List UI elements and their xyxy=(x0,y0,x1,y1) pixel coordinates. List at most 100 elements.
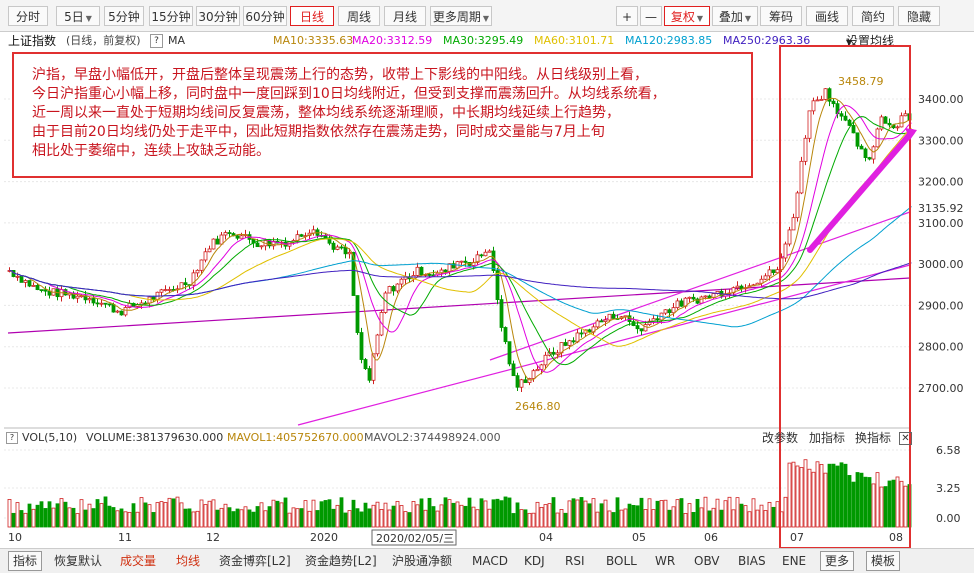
tab-wr[interactable]: WR xyxy=(655,554,676,568)
tab-weekly[interactable]: 周线 xyxy=(338,6,380,26)
tab-bias[interactable]: BIAS xyxy=(738,554,766,568)
volume-bar xyxy=(395,500,400,528)
adjust-rights-dropdown[interactable]: 复权 ▼ xyxy=(664,6,710,26)
tab-ene[interactable]: ENE xyxy=(782,554,807,568)
tab-monthly[interactable]: 月线 xyxy=(384,6,426,26)
volume-bar xyxy=(307,510,312,528)
candle-body xyxy=(863,148,868,158)
tab-daily[interactable]: 日线 xyxy=(290,6,334,26)
candle-body xyxy=(339,246,344,249)
price-axis: 3400.00 3300.00 3200.00 3135.92 3100.00 3000.… xyxy=(8,93,964,546)
tab-15min[interactable]: 15分钟 xyxy=(149,6,193,26)
trend-arrow xyxy=(807,129,915,253)
tab-ma[interactable]: 均线 xyxy=(176,554,201,568)
tab-indicator[interactable]: 指标 xyxy=(8,551,43,571)
indicator-tab-bar: 指标 恢复默认 成交量 均线 资金博弈[L2] 资金趋势[L2] 沪股通净额 M… xyxy=(0,548,974,573)
volume-bar xyxy=(391,505,396,528)
kline-chart[interactable]: 3400.00 3300.00 3200.00 3135.92 3100.00 3000.… xyxy=(0,0,974,548)
candle-body xyxy=(639,328,644,332)
price-tick-label: 3400.00 xyxy=(918,93,964,106)
candle-body xyxy=(611,313,616,319)
overlay-dropdown[interactable]: 叠加 ▼ xyxy=(712,6,758,26)
volume-bar xyxy=(599,503,604,528)
tab-5min[interactable]: 5分钟 xyxy=(104,6,144,26)
tab-template[interactable]: 模板 xyxy=(866,551,901,571)
tab-timeshare[interactable]: 分时 xyxy=(8,6,48,26)
candle-body xyxy=(259,245,264,248)
volume-bar xyxy=(95,499,100,528)
volume-bar xyxy=(619,509,624,528)
volume-bar xyxy=(359,511,364,528)
price-tick-label: 2800.00 xyxy=(918,341,964,354)
volume-bar xyxy=(735,497,740,528)
volume-bar xyxy=(311,499,316,528)
candle-body xyxy=(427,274,432,276)
tab-fund-game[interactable]: 资金博弈[L2] xyxy=(219,554,291,568)
close-icon[interactable]: ✕ xyxy=(899,432,912,445)
volume-bar xyxy=(139,497,144,528)
volume-bar xyxy=(291,507,296,528)
tab-macd[interactable]: MACD xyxy=(472,554,508,568)
volume-bar xyxy=(259,502,264,528)
volume-bar xyxy=(835,465,840,528)
volume-bar xyxy=(331,508,336,528)
tab-more-periods[interactable]: 更多周期 ▼ xyxy=(430,6,492,26)
chips-button[interactable]: 筹码 xyxy=(760,6,802,26)
ma-info-bar: 上证指数 (日线，前复权) ? MA MA10:3335.63 MA20:331… xyxy=(0,32,974,50)
volume-bar xyxy=(615,497,620,528)
candle-body xyxy=(111,304,116,313)
volume-bar xyxy=(631,505,636,528)
volume-bar xyxy=(103,496,108,528)
tab-volume[interactable]: 成交量 xyxy=(120,554,157,568)
volume-bar xyxy=(727,496,732,528)
tab-5day[interactable]: 5日 ▼ xyxy=(56,6,100,26)
volume-bar xyxy=(499,500,504,528)
volume-bar xyxy=(603,499,608,528)
candle-body xyxy=(819,99,824,101)
ma-settings-button[interactable]: 设置均线 ▼ xyxy=(846,32,894,52)
index-name: 上证指数 xyxy=(8,34,57,48)
draw-line-button[interactable]: 画线 xyxy=(806,6,848,26)
volume-bar xyxy=(11,512,16,528)
candle-body xyxy=(627,315,632,322)
zoom-out-button[interactable]: — xyxy=(640,6,662,26)
tab-restore-default[interactable]: 恢复默认 xyxy=(54,554,103,568)
help-icon[interactable]: ? xyxy=(6,432,18,444)
tab-60min[interactable]: 60分钟 xyxy=(243,6,287,26)
volume-bar xyxy=(447,499,452,528)
volume-bar xyxy=(379,509,384,528)
volume-bar xyxy=(527,512,532,528)
volume-bar xyxy=(439,504,444,528)
candle-body xyxy=(511,363,516,377)
tab-fund-trend[interactable]: 资金趋势[L2] xyxy=(305,554,377,568)
volume-bar xyxy=(851,481,856,528)
volume-bar xyxy=(163,502,168,528)
volume-bar xyxy=(187,508,192,528)
change-params-button[interactable]: 改参数 xyxy=(762,431,799,445)
tab-more[interactable]: 更多 xyxy=(820,551,855,571)
volume-bar xyxy=(519,509,524,528)
volume-bar xyxy=(327,499,332,528)
candle-body xyxy=(151,296,156,300)
candle-body xyxy=(587,329,592,333)
volume-bar xyxy=(295,508,300,528)
zoom-in-button[interactable]: + xyxy=(616,6,638,26)
volume-bar xyxy=(255,506,260,528)
tab-northbound[interactable]: 沪股通净额 xyxy=(392,554,453,568)
hide-button[interactable]: 隐藏 xyxy=(898,6,940,26)
volume-bar xyxy=(231,511,236,528)
tab-rsi[interactable]: RSI xyxy=(565,554,585,568)
volume-bar xyxy=(891,479,896,528)
help-icon[interactable]: ? xyxy=(150,34,163,48)
date-tick-label: 12 xyxy=(206,531,220,544)
add-indicator-button[interactable]: 加指标 xyxy=(809,431,846,445)
swap-indicator-button[interactable]: 换指标 xyxy=(855,431,892,445)
tab-obv[interactable]: OBV xyxy=(694,554,720,568)
tab-kdj[interactable]: KDJ xyxy=(524,554,545,568)
tab-30min[interactable]: 30分钟 xyxy=(196,6,240,26)
simple-button[interactable]: 简约 xyxy=(852,6,894,26)
annotation-line-1: 沪指，早盘小幅低开，开盘后整体呈现震荡上行的态势，收带上下影线的中阳线。从日线级… xyxy=(32,67,648,83)
tab-boll[interactable]: BOLL xyxy=(606,554,637,568)
candle-body xyxy=(827,88,832,102)
candle-body xyxy=(519,379,524,388)
